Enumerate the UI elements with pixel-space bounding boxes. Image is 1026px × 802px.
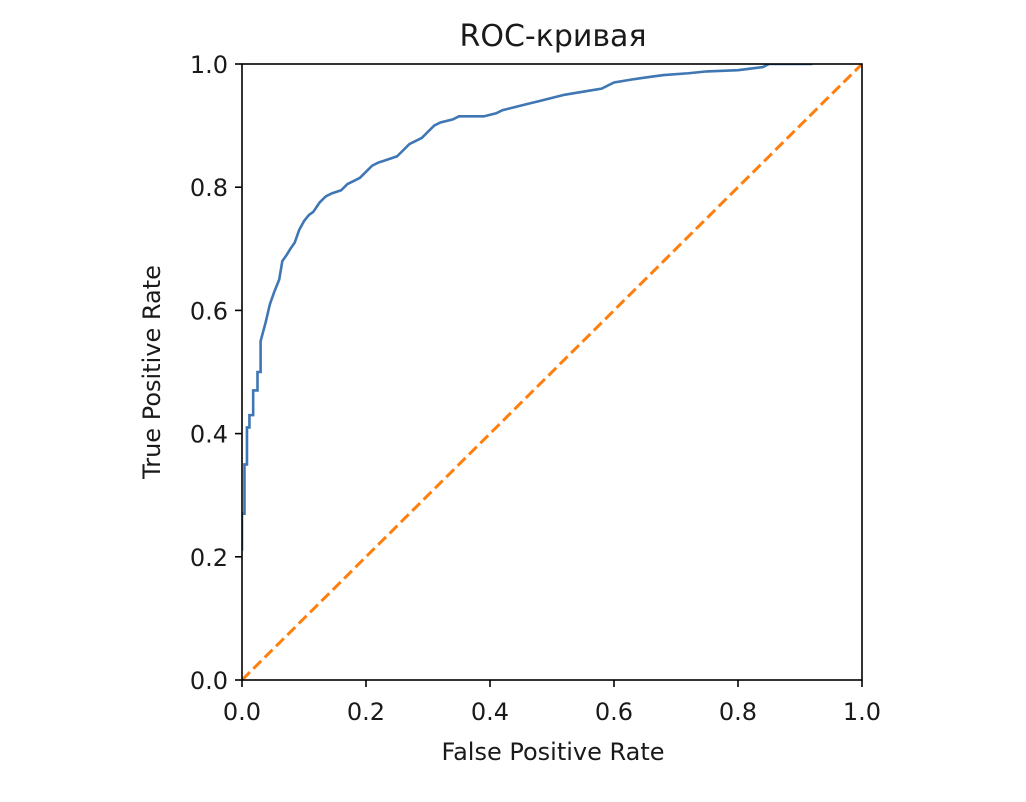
chance-diagonal-line [242, 64, 862, 680]
x-axis-label: False Positive Rate [441, 738, 664, 766]
plot-area [241, 63, 863, 681]
chart-title: ROC-кривая [459, 19, 646, 54]
x-tick-label: 0.6 [595, 698, 633, 726]
axes-frame [241, 63, 863, 681]
roc-curve-line [242, 64, 813, 551]
x-tick-label: 0.4 [471, 698, 509, 726]
y-tick-label: 0.2 [190, 544, 228, 572]
y-tick-label: 0.0 [190, 667, 228, 695]
x-tick-label: 0.0 [223, 698, 261, 726]
x-tick-label: 1.0 [843, 698, 881, 726]
y-tick-label: 0.8 [190, 174, 228, 202]
y-tick-label: 0.6 [190, 297, 228, 325]
x-tick-label: 0.2 [347, 698, 385, 726]
y-axis-label: True Positive Rate [138, 265, 166, 480]
axis-ticks: 0.0 0.2 0.4 0.6 0.8 1.0 0.0 0.2 0.4 0.6 0.8 1.0 [190, 51, 881, 726]
x-tick-label: 0.8 [719, 698, 757, 726]
y-tick-label: 0.4 [190, 421, 228, 449]
y-tick-label: 1.0 [190, 51, 228, 79]
